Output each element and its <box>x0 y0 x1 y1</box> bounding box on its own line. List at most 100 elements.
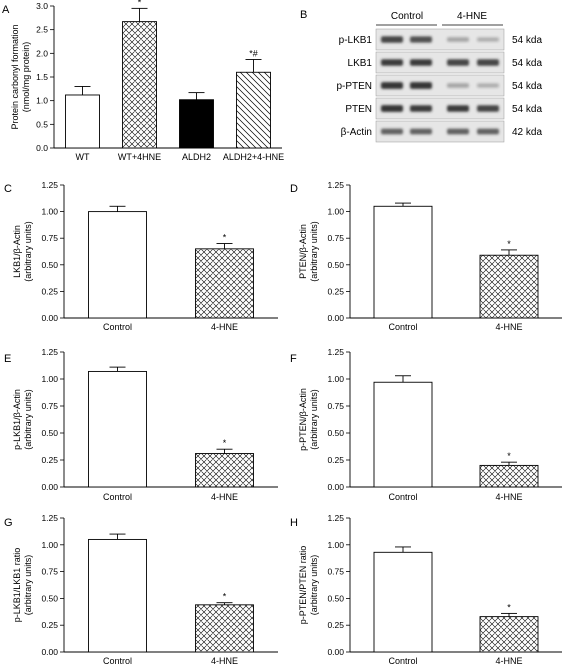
significance-mark-h: * <box>507 602 511 612</box>
y-axis-label-a: (nmol/mg protein) <box>21 42 31 113</box>
blot-band <box>447 105 469 112</box>
y-axis-label-h: p-PTEN/PTEN ratio <box>298 546 308 625</box>
y-tick-label-g: 0.75 <box>41 567 58 577</box>
y-tick-label-c: 0.25 <box>41 286 58 296</box>
blot-row: p-PTEN 54 kda <box>336 74 542 97</box>
y-tick-label-c: 1.00 <box>41 207 58 217</box>
x-tick-label-e: 4-HNE <box>211 492 238 502</box>
bar-g <box>195 604 254 653</box>
y-axis-label-e: p-LKB1/β-Actin <box>12 389 22 450</box>
y-axis-label-c: (arbitrary units) <box>23 221 33 282</box>
y-tick-label-a: 0.5 <box>36 119 48 129</box>
blot-protein-label: p-LKB1 <box>339 35 373 46</box>
y-tick-label-f: 0.50 <box>327 428 344 438</box>
chart-panel-a: 0.0 0.5 1.0 1.5 2.0 2.5 3.0 Protein carbonyl fo… <box>10 0 284 162</box>
y-tick-label-g: 1.25 <box>41 513 58 523</box>
blot-strip <box>375 28 505 51</box>
y-tick-label-h: 0.50 <box>327 593 344 603</box>
bar-c <box>195 248 254 319</box>
panel-letter-h: H <box>290 517 298 529</box>
panel-letter-g: G <box>4 517 13 529</box>
y-tick-label-d: 1.25 <box>327 180 344 190</box>
y-tick-label-c: 0.75 <box>41 233 58 243</box>
y-tick-label-h: 0.25 <box>327 620 344 630</box>
blot-band <box>381 105 403 112</box>
blot-band <box>410 128 432 135</box>
y-axis-label-a: Protein carbonyl formation <box>10 24 20 129</box>
blot-size-label: 42 kda <box>512 127 542 138</box>
blot-band <box>477 83 499 88</box>
blot-strip <box>375 120 505 143</box>
bar-e <box>88 370 147 488</box>
panel-letter-d: D <box>290 183 298 195</box>
x-tick-label-a: ALDH2 <box>182 152 211 162</box>
y-tick-label-e: 0.75 <box>41 401 58 411</box>
bar-c <box>88 211 147 319</box>
blot-band <box>477 59 499 66</box>
significance-mark-c: * <box>223 233 227 243</box>
y-axis-label-d: (arbitrary units) <box>309 221 319 282</box>
y-tick-label-f: 0.75 <box>327 401 344 411</box>
significance-mark-f: * <box>507 451 511 461</box>
y-tick-label-f: 0.00 <box>327 482 344 492</box>
panel-letter-c: C <box>4 183 12 195</box>
blot-band <box>477 105 499 112</box>
y-axis-label-d: PTEN/β-Actin <box>298 224 308 279</box>
blot-band <box>381 128 403 135</box>
blot-row: LKB1 54 kda <box>348 51 542 74</box>
y-axis-label-h: (arbitrary units) <box>309 555 319 616</box>
blot-size-label: 54 kda <box>512 81 542 92</box>
x-tick-label-a: WT <box>76 152 90 162</box>
blot-band <box>447 128 469 135</box>
y-tick-label-d: 0.25 <box>327 286 344 296</box>
y-tick-label-h: 1.25 <box>327 513 344 523</box>
blot-strip <box>375 74 505 97</box>
x-tick-label-c: Control <box>103 322 132 332</box>
bar-h <box>373 551 433 653</box>
x-tick-label-h: Control <box>388 656 417 665</box>
x-tick-label-c: 4-HNE <box>211 322 238 332</box>
blot-band <box>477 128 499 135</box>
panel-letter-e: E <box>4 353 11 365</box>
y-tick-label-d: 1.00 <box>327 207 344 217</box>
blot-band <box>381 82 403 89</box>
y-tick-label-g: 0.50 <box>41 593 58 603</box>
x-tick-label-d: Control <box>388 322 417 332</box>
bar-f <box>479 464 539 488</box>
significance-mark-g: * <box>223 592 227 602</box>
chart-panel-c: 0.00 0.25 0.50 0.75 1.00 1.25 LKB1/β-Actin (arb… <box>12 180 278 332</box>
y-tick-label-g: 0.00 <box>41 647 58 657</box>
panel-letter-b: B <box>300 9 307 21</box>
y-tick-label-f: 1.00 <box>327 374 344 384</box>
y-axis-label-f: (arbitrary units) <box>309 389 319 450</box>
blot-band <box>477 37 499 42</box>
blot-band <box>410 36 432 43</box>
y-tick-label-d: 0.75 <box>327 233 344 243</box>
y-tick-label-g: 0.25 <box>41 620 58 630</box>
blot-band <box>447 59 469 66</box>
significance-mark-a: *# <box>249 48 258 58</box>
blot-row: PTEN 54 kda <box>345 97 542 120</box>
x-tick-label-a: WT+4HNE <box>118 152 161 162</box>
bar-e <box>195 453 254 488</box>
blot-row: β-Actin 42 kda <box>341 120 542 143</box>
x-tick-label-g: 4-HNE <box>211 656 238 665</box>
x-tick-label-d: 4-HNE <box>495 322 522 332</box>
y-tick-label-e: 0.00 <box>41 482 58 492</box>
x-tick-label-e: Control <box>103 492 132 502</box>
blot-size-label: 54 kda <box>512 58 542 69</box>
blot-protein-label: p-PTEN <box>336 81 372 92</box>
y-tick-label-a: 2.5 <box>36 25 48 35</box>
bar-d <box>479 254 539 319</box>
y-axis-label-c: LKB1/β-Actin <box>12 225 22 278</box>
blot-protein-label: β-Actin <box>341 127 372 138</box>
panel-letter-a: A <box>2 4 10 16</box>
blot-strip <box>375 97 505 120</box>
blot-band <box>381 59 403 66</box>
bar-a <box>179 99 214 149</box>
x-tick-label-f: Control <box>388 492 417 502</box>
y-tick-label-d: 0.50 <box>327 260 344 270</box>
bar-a <box>236 71 271 149</box>
panel-letter-f: F <box>290 353 297 365</box>
